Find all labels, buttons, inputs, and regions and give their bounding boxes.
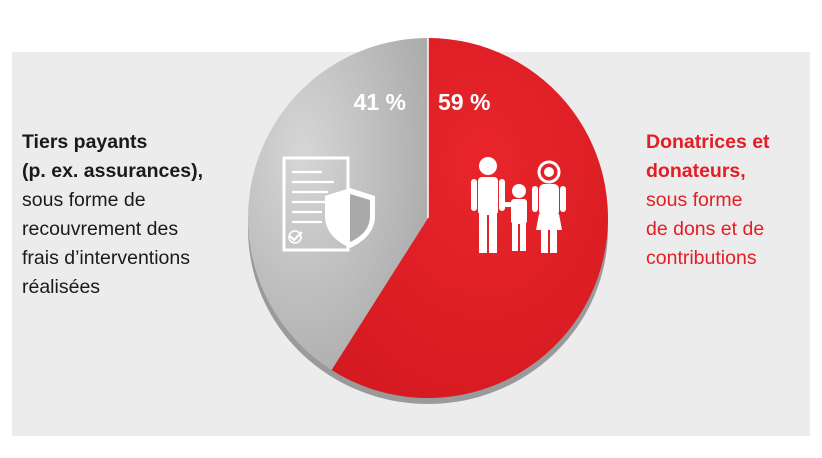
right-caption: Donatrices et donateurs, sous forme de d… [646,128,806,273]
pie-slice-donateurs [331,38,608,398]
left-caption-line-1: sous forme de [22,189,146,211]
left-caption-line-2: recouvrement des [22,218,179,240]
right-caption-line-3: contributions [646,247,757,269]
right-caption-bold-2: donateurs, [646,160,746,182]
slice-value-label-tiers-payants: 41 % [354,89,406,115]
right-caption-bold-1: Donatrices et [646,131,770,153]
right-caption-line-1: sous forme [646,189,743,211]
left-caption-line-3: frais d’interventions [22,247,190,269]
left-caption-bold-2: (p. ex. assurances), [22,160,204,182]
left-caption: Tiers payants (p. ex. assurances), sous … [22,128,237,302]
family-icon [471,157,566,253]
right-caption-line-2: de dons et de [646,218,765,240]
slice-value-label-donateurs: 59 % [438,89,490,115]
left-caption-line-4: réalisées [22,276,101,298]
left-caption-bold-1: Tiers payants [22,131,148,153]
document-shield-icon [282,156,375,252]
